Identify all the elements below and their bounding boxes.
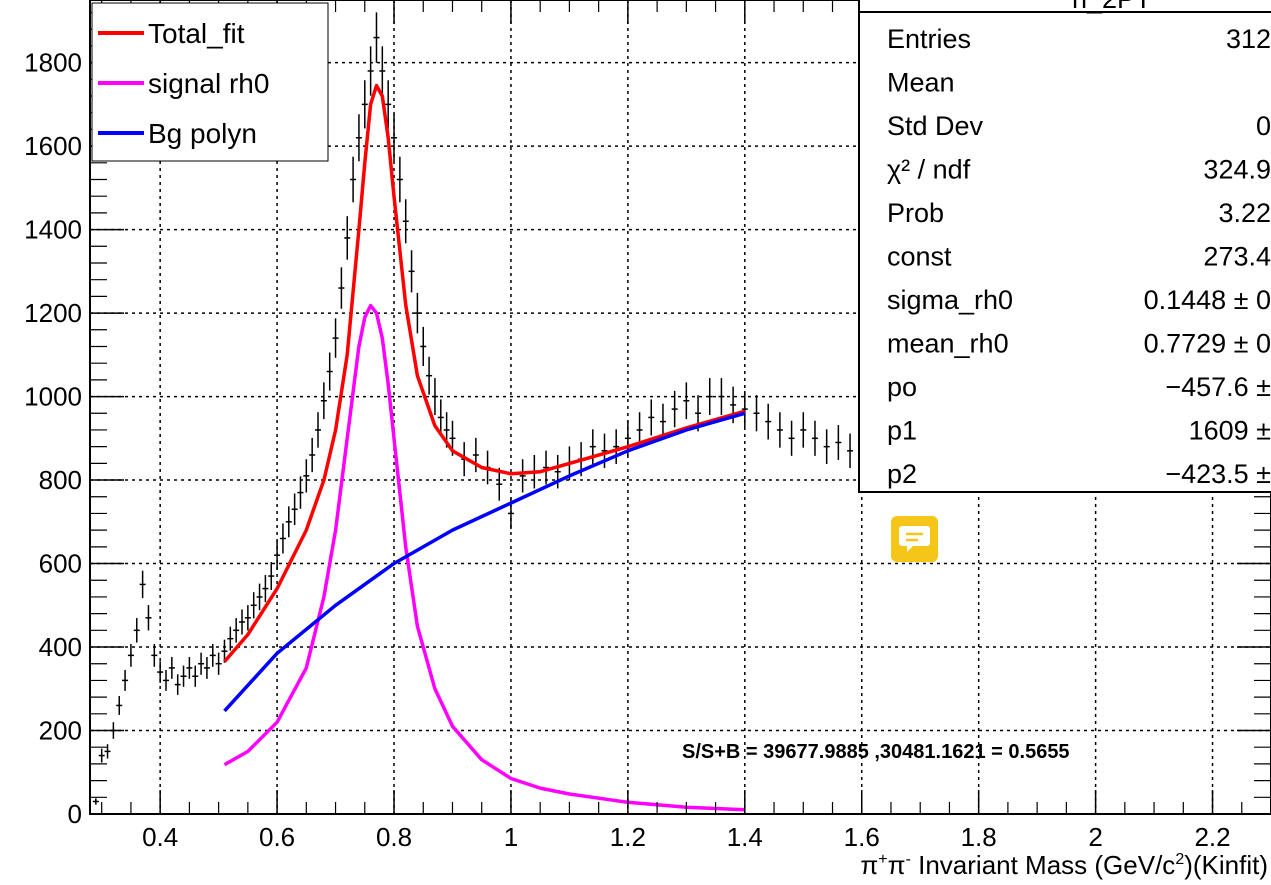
x-tick-label: 0.6 bbox=[259, 822, 295, 852]
stats-label: const bbox=[887, 242, 952, 272]
legend-label-bg-polyn: Bg polyn bbox=[148, 118, 257, 149]
y-tick-label: 1400 bbox=[24, 215, 82, 245]
y-tick-labels: 0 200 400 600 800 1000 1200 1400 1600 1800 bbox=[24, 48, 82, 829]
y-tick-label: 1000 bbox=[24, 382, 82, 412]
stats-value: 312 bbox=[1226, 24, 1271, 54]
stats-label: p2 bbox=[887, 459, 917, 489]
y-tick-label: 200 bbox=[39, 716, 82, 746]
x-tick-label: 1.8 bbox=[961, 822, 997, 852]
legend-label-total-fit: Total_fit bbox=[148, 18, 245, 49]
stats-value: 3.22 bbox=[1218, 198, 1271, 228]
stats-label: p1 bbox=[887, 416, 917, 446]
y-tick-label: 1800 bbox=[24, 48, 82, 78]
stats-label: Prob bbox=[887, 198, 944, 228]
stats-value: 1609 ± bbox=[1189, 416, 1271, 446]
x-tick-label: 1.2 bbox=[610, 822, 646, 852]
x-tick-label: 1.4 bbox=[727, 822, 763, 852]
stats-value: 0.7729 ± 0 bbox=[1144, 329, 1271, 359]
stats-value: −457.6 ± bbox=[1165, 372, 1271, 402]
y-tick-label: 400 bbox=[39, 632, 82, 662]
legend-label-signal-rh0: signal rh0 bbox=[148, 68, 269, 99]
x-tick-label: 2 bbox=[1088, 822, 1102, 852]
stats-label: mean_rh0 bbox=[887, 329, 1009, 359]
stats-value: 324.9 bbox=[1203, 155, 1271, 185]
stats-label: Entries bbox=[887, 24, 971, 54]
stats-label: sigma_rh0 bbox=[887, 285, 1013, 315]
x-axis-label: π+π- Invariant Mass (GeV/c2)(Kinfit) bbox=[860, 850, 1268, 880]
y-tick-label: 600 bbox=[39, 549, 82, 579]
stats-box-frame bbox=[858, 0, 1271, 493]
comment-note-icon[interactable] bbox=[891, 516, 938, 562]
x-tick-labels: 0.4 0.6 0.8 1 1.2 1.4 1.6 1.8 2 2.2 bbox=[142, 822, 1231, 852]
x-tick-label: 0.8 bbox=[376, 822, 412, 852]
stats-value: −423.5 ± bbox=[1165, 459, 1271, 489]
x-tick-label: 1 bbox=[504, 822, 518, 852]
stats-box-title: h_2PT bbox=[1072, 0, 1152, 14]
signal-ratio-annotation: S/S+B = 39677.9885 ,30481.1621 = 0.5655 bbox=[682, 741, 1070, 763]
y-tick-label: 1200 bbox=[24, 298, 82, 328]
stats-rows: Entries 312 Mean Std Dev 0 χ² / ndf 324.9 Prob 3… bbox=[887, 24, 1271, 489]
stats-value: 0 bbox=[1256, 111, 1271, 141]
stats-value: 273.4 bbox=[1203, 242, 1271, 272]
series-line-signal-rh0 bbox=[223, 303, 745, 812]
stats-label: po bbox=[887, 372, 917, 402]
y-tick-label: 1600 bbox=[24, 131, 82, 161]
series-line-bg-polyn bbox=[223, 411, 746, 713]
legend: Total_fit signal rh0 Bg polyn bbox=[91, 2, 329, 162]
series-line-total-fit bbox=[223, 83, 746, 663]
plot-frame bbox=[89, 0, 1271, 815]
stats-box: h_2PT Entries 312 Mean Std Dev 0 χ² / ndf 324.… bbox=[858, 0, 1271, 493]
y-tick-label: 0 bbox=[68, 799, 82, 829]
x-tick-label: 0.4 bbox=[142, 822, 178, 852]
fit-curves bbox=[223, 83, 746, 812]
stats-label: χ² / ndf bbox=[887, 155, 971, 185]
stats-value: 0.1448 ± 0 bbox=[1144, 285, 1271, 315]
x-tick-label: 2.2 bbox=[1194, 822, 1230, 852]
x-tick-label: 1.6 bbox=[844, 822, 880, 852]
stats-label: Std Dev bbox=[887, 111, 984, 141]
y-tick-label: 800 bbox=[39, 465, 82, 495]
stats-label: Mean bbox=[887, 68, 955, 98]
